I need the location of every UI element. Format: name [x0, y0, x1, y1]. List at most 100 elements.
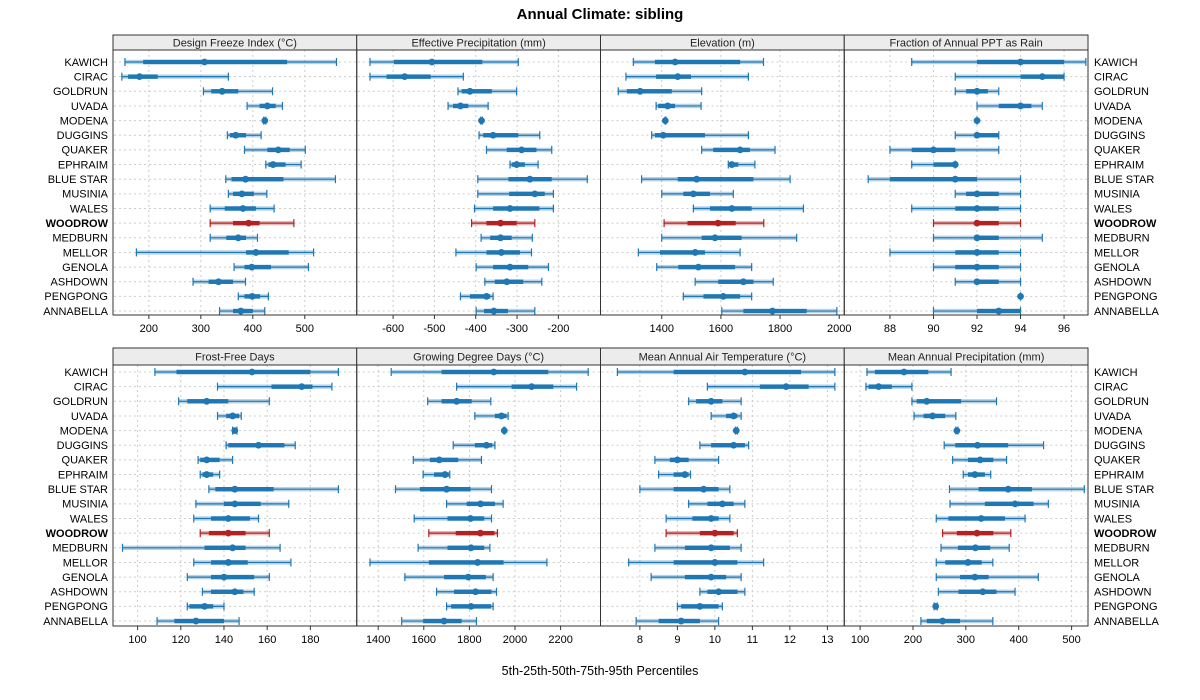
site-label-left: QUAKER: [62, 145, 109, 157]
site-label-left: QUAKER: [62, 455, 109, 467]
median-dot: [636, 87, 644, 95]
median-dot: [467, 515, 474, 522]
median-dot: [664, 102, 672, 110]
band-25-75: [977, 279, 999, 284]
median-dot: [1017, 58, 1024, 66]
median-dot: [497, 249, 505, 256]
median-dot: [428, 58, 436, 66]
band-25-75: [916, 399, 962, 404]
x-tick-label: 500: [1062, 634, 1080, 646]
median-dot: [730, 412, 738, 420]
median-dot: [201, 58, 208, 66]
median-dot: [220, 573, 228, 581]
x-tick-label: -600: [382, 323, 404, 335]
median-dot: [497, 234, 504, 242]
x-tick-label: 400: [1010, 634, 1028, 646]
median-dot: [973, 117, 981, 124]
band-25-75: [692, 516, 719, 521]
median-dot: [973, 278, 981, 286]
median-dot: [971, 471, 979, 478]
median-dot: [932, 603, 940, 610]
panel-title: Mean Annual Precipitation (mm): [888, 352, 1045, 364]
x-tick-label: 1600: [709, 323, 733, 335]
x-tick-label: 2000: [503, 634, 527, 646]
band-25-75: [684, 574, 727, 580]
median-dot: [224, 559, 232, 566]
site-label-right: GENOLA: [1094, 262, 1141, 274]
median-dot: [973, 263, 981, 271]
band-25-75: [483, 133, 519, 138]
median-dot: [711, 529, 719, 537]
site-label-right: MEDBURN: [1094, 233, 1150, 245]
median-dot: [973, 219, 981, 227]
median-dot: [263, 102, 271, 110]
median-dot: [973, 87, 981, 95]
x-tick-label: 9: [674, 634, 680, 646]
x-tick-label: 1400: [366, 634, 390, 646]
median-dot: [707, 573, 715, 581]
panel-border: [356, 364, 601, 627]
band-25-75: [656, 74, 692, 79]
band-25-75: [211, 589, 244, 594]
median-dot: [531, 190, 539, 198]
site-label-right: UVADA: [1094, 101, 1132, 113]
band-25-75: [455, 530, 495, 536]
median-dot: [298, 383, 306, 391]
panel-header: [843, 34, 1089, 51]
site-label-left: BLUE STAR: [48, 484, 108, 496]
band-25-75: [469, 294, 491, 299]
site-label-left: BLUE STAR: [48, 174, 108, 186]
median-dot: [478, 117, 485, 124]
median-dot: [739, 278, 747, 286]
band-25-75: [889, 177, 978, 182]
x-tick-label: 12: [784, 634, 796, 646]
x-tick-label: 400: [244, 323, 262, 335]
median-dot: [255, 441, 262, 449]
median-dot: [951, 175, 959, 183]
median-dot: [234, 234, 242, 242]
median-dot: [506, 205, 514, 212]
site-label-right: GENOLA: [1094, 572, 1141, 584]
site-label-left: MEDBURN: [52, 543, 108, 555]
median-dot: [490, 368, 498, 376]
median-dot: [466, 87, 474, 95]
site-label-right: WALES: [1094, 513, 1132, 525]
median-dot: [239, 205, 247, 212]
chart-title: Annual Climate: sibling: [516, 6, 684, 23]
x-tick-label: 11: [747, 634, 758, 646]
site-label-left: ANNABELLA: [43, 306, 108, 318]
median-dot: [681, 471, 689, 478]
median-dot: [231, 588, 239, 596]
median-dot: [252, 249, 260, 256]
median-dot: [673, 456, 681, 464]
median-dot: [472, 588, 479, 596]
x-tick-label: 100: [128, 634, 146, 646]
site-label-right: ANNABELLA: [1094, 616, 1159, 628]
median-dot: [973, 234, 981, 242]
panel-title: Design Freeze Index (°C): [173, 38, 297, 50]
band-25-75: [687, 220, 736, 226]
site-label-right: PENGPONG: [1094, 601, 1158, 613]
panel-border: [112, 364, 358, 627]
median-dot: [453, 397, 461, 405]
median-dot: [939, 617, 946, 625]
median-dot: [951, 161, 959, 168]
median-dot: [973, 190, 981, 198]
site-label-right: WALES: [1094, 203, 1132, 215]
site-label-left: ANNABELLA: [43, 616, 108, 628]
x-tick-label: -300: [506, 323, 528, 335]
site-label-right: PENGPONG: [1094, 291, 1158, 303]
band-25-75: [711, 443, 745, 448]
median-dot: [203, 471, 211, 478]
band-25-75: [393, 59, 483, 65]
band-25-75: [626, 89, 672, 94]
median-dot: [474, 559, 481, 566]
x-tick-label: 8: [637, 634, 643, 646]
median-dot: [274, 146, 282, 154]
median-dot: [513, 161, 521, 168]
median-dot: [707, 397, 715, 405]
x-tick-label: 2000: [827, 323, 851, 335]
site-label-right: BLUE STAR: [1094, 484, 1154, 496]
band-25-75: [204, 545, 246, 550]
